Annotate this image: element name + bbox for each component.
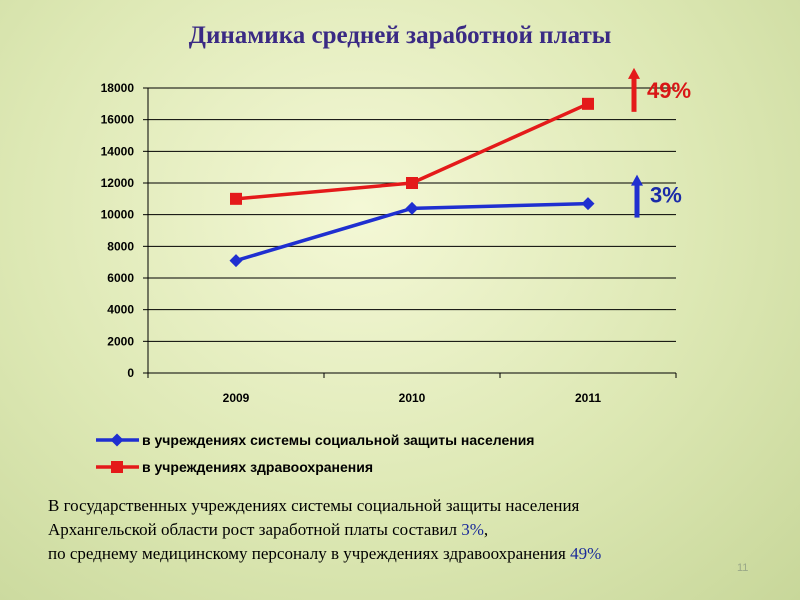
- y-tick-label: 0: [127, 366, 134, 380]
- legend-label-2: в учреждениях здравоохранения: [142, 459, 373, 475]
- summary-note: В государственных учреждениях системы со…: [48, 494, 768, 566]
- note-line-2-text: Архангельской области рост заработной пл…: [48, 520, 462, 539]
- note-line-2: Архангельской области рост заработной пл…: [48, 518, 768, 542]
- note-line-3: по среднему медицинскому персоналу в учр…: [48, 542, 768, 566]
- note-health-pct: 49%: [570, 544, 602, 563]
- y-tick-label: 2000: [107, 334, 134, 348]
- y-tick-label: 16000: [101, 113, 135, 127]
- note-line-3-text: по среднему медицинскому персоналу в учр…: [48, 544, 571, 563]
- legend-marker-1: [110, 433, 124, 447]
- data-point: [230, 192, 242, 205]
- legend-marker-2: [111, 461, 123, 473]
- note-line-2-end: ,: [483, 520, 489, 539]
- slide-number: 11: [737, 562, 749, 574]
- chart-title: Динамика средней заработной платы: [188, 22, 612, 49]
- data-point: [406, 177, 418, 189]
- growth-label-health: 49%: [647, 78, 691, 103]
- note-social-pct: 3%: [461, 520, 484, 539]
- data-point: [405, 201, 419, 215]
- up-arrow-icon-head: [628, 67, 640, 79]
- data-point: [582, 97, 594, 110]
- y-tick-label: 18000: [101, 81, 135, 95]
- data-point: [581, 197, 595, 211]
- note-line-1: В государственных учреждениях системы со…: [48, 496, 580, 515]
- x-tick-label: 2011: [575, 391, 601, 405]
- x-tick-label: 2009: [223, 391, 250, 405]
- y-tick-label: 14000: [101, 144, 135, 158]
- data-point: [229, 254, 243, 268]
- up-arrow-icon-head: [631, 174, 643, 186]
- x-tick-label: 2010: [399, 391, 426, 405]
- y-tick-label: 12000: [101, 176, 135, 190]
- y-tick-label: 4000: [107, 303, 134, 317]
- y-tick-label: 8000: [107, 239, 134, 253]
- growth-label-social: 3%: [650, 183, 682, 208]
- y-tick-label: 6000: [107, 271, 134, 285]
- legend-label-1: в учреждениях системы социальной защиты …: [142, 432, 534, 448]
- y-tick-label: 10000: [101, 208, 135, 222]
